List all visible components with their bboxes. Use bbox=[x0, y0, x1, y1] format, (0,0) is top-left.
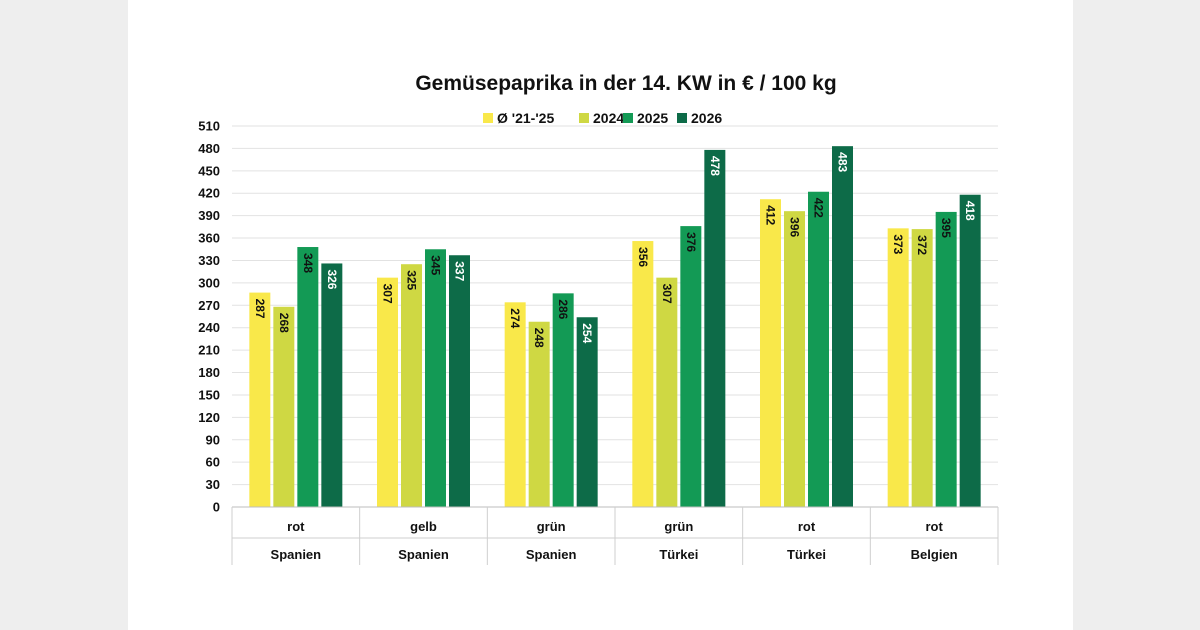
legend-swatch bbox=[623, 113, 633, 123]
legend-swatch bbox=[483, 113, 493, 123]
bar bbox=[680, 226, 702, 507]
data-label: 268 bbox=[277, 313, 291, 333]
data-label: 325 bbox=[405, 270, 419, 290]
bar bbox=[321, 263, 343, 507]
bar bbox=[249, 292, 271, 507]
bar bbox=[832, 146, 853, 507]
data-label: 326 bbox=[325, 269, 339, 289]
y-tick-label: 30 bbox=[206, 477, 220, 492]
y-tick-label: 150 bbox=[198, 387, 220, 402]
bar bbox=[656, 277, 678, 507]
x-category-label: gelb bbox=[410, 519, 437, 534]
data-label: 418 bbox=[963, 201, 977, 221]
data-label: 395 bbox=[939, 218, 953, 238]
y-tick-label: 420 bbox=[198, 186, 220, 201]
bar bbox=[297, 247, 319, 507]
bar-chart: Gemüsepaprika in der 14. KW in € / 100 k… bbox=[198, 72, 999, 565]
x-group-label: Türkei bbox=[659, 547, 698, 562]
bar bbox=[911, 229, 933, 507]
data-label: 287 bbox=[253, 299, 267, 319]
bar bbox=[449, 255, 470, 507]
bar bbox=[704, 149, 726, 507]
x-category-label: rot bbox=[925, 519, 943, 534]
legend-label: 2026 bbox=[691, 110, 722, 126]
x-group-label: Türkei bbox=[787, 547, 826, 562]
bar bbox=[887, 228, 909, 508]
data-label: 478 bbox=[708, 156, 722, 176]
x-group-label: Spanien bbox=[526, 547, 577, 562]
y-tick-label: 300 bbox=[198, 275, 220, 290]
gridlines bbox=[232, 125, 998, 486]
bar bbox=[632, 241, 654, 507]
y-tick-label: 390 bbox=[198, 208, 220, 223]
bar bbox=[959, 194, 981, 507]
legend: Ø '21-'25 2024 2025 2026 bbox=[483, 110, 722, 126]
x-group-label: Spanien bbox=[271, 547, 322, 562]
y-tick-label: 0 bbox=[213, 500, 220, 515]
bar bbox=[808, 191, 829, 507]
x-category-label: rot bbox=[798, 519, 816, 534]
data-label: 412 bbox=[764, 205, 778, 225]
x-category-label: grün bbox=[664, 519, 693, 534]
y-tick-label: 270 bbox=[198, 298, 220, 313]
y-tick-label: 480 bbox=[198, 141, 220, 156]
y-tick-label: 450 bbox=[198, 163, 220, 178]
legend-swatch bbox=[677, 113, 687, 123]
data-label: 345 bbox=[429, 255, 443, 275]
y-tick-label: 180 bbox=[198, 365, 220, 380]
data-label: 248 bbox=[532, 328, 546, 348]
chart-title: Gemüsepaprika in der 14. KW in € / 100 k… bbox=[415, 72, 836, 95]
legend-swatch bbox=[579, 113, 589, 123]
y-tick-label: 330 bbox=[198, 253, 220, 268]
bar bbox=[425, 249, 446, 507]
data-label: 356 bbox=[636, 247, 650, 267]
y-tick-label: 210 bbox=[198, 343, 220, 358]
bar bbox=[528, 321, 550, 507]
data-label: 376 bbox=[684, 232, 698, 252]
data-label: 307 bbox=[381, 284, 395, 304]
data-label: 396 bbox=[788, 217, 802, 237]
data-label: 274 bbox=[508, 308, 522, 328]
bar bbox=[760, 199, 781, 507]
y-tick-label: 240 bbox=[198, 320, 220, 335]
legend-label: Ø '21-'25 bbox=[497, 110, 554, 126]
bar bbox=[273, 306, 295, 507]
bar bbox=[552, 293, 574, 507]
page-card: Gemüsepaprika in der 14. KW in € / 100 k… bbox=[128, 0, 1073, 630]
y-tick-label: 120 bbox=[198, 410, 220, 425]
legend-label: 2025 bbox=[637, 110, 668, 126]
bar bbox=[377, 277, 398, 507]
data-label: 483 bbox=[836, 152, 850, 172]
bar bbox=[784, 211, 805, 507]
data-label: 422 bbox=[812, 198, 826, 218]
x-group-label: Belgien bbox=[911, 547, 958, 562]
data-label: 348 bbox=[301, 253, 315, 273]
bars: 287 268 348 326 307 325 345 337 274 248 286 254 356 3… bbox=[249, 146, 981, 508]
x-category-label: grün bbox=[537, 519, 566, 534]
y-tick-label: 90 bbox=[206, 432, 220, 447]
y-tick-label: 60 bbox=[206, 455, 220, 470]
x-axis: rot Spanien gelb Spanien grün Spanien grün Türk… bbox=[231, 506, 999, 565]
data-label: 372 bbox=[915, 235, 929, 255]
data-label: 286 bbox=[556, 299, 570, 319]
bar bbox=[935, 211, 957, 508]
data-label: 373 bbox=[891, 234, 905, 254]
y-axis: 0 30 60 90 120 150 180 210 240 270 300 330 360 390 420… bbox=[198, 119, 220, 515]
bar bbox=[504, 302, 526, 507]
bar bbox=[576, 317, 598, 507]
x-category-label: rot bbox=[287, 519, 305, 534]
y-tick-label: 360 bbox=[198, 231, 220, 246]
data-label: 337 bbox=[453, 261, 467, 281]
y-tick-label: 510 bbox=[198, 119, 220, 134]
bar bbox=[401, 264, 422, 507]
data-label: 307 bbox=[660, 284, 674, 304]
data-label: 254 bbox=[580, 323, 594, 343]
legend-label: 2024 bbox=[593, 110, 624, 126]
x-group-label: Spanien bbox=[398, 547, 449, 562]
